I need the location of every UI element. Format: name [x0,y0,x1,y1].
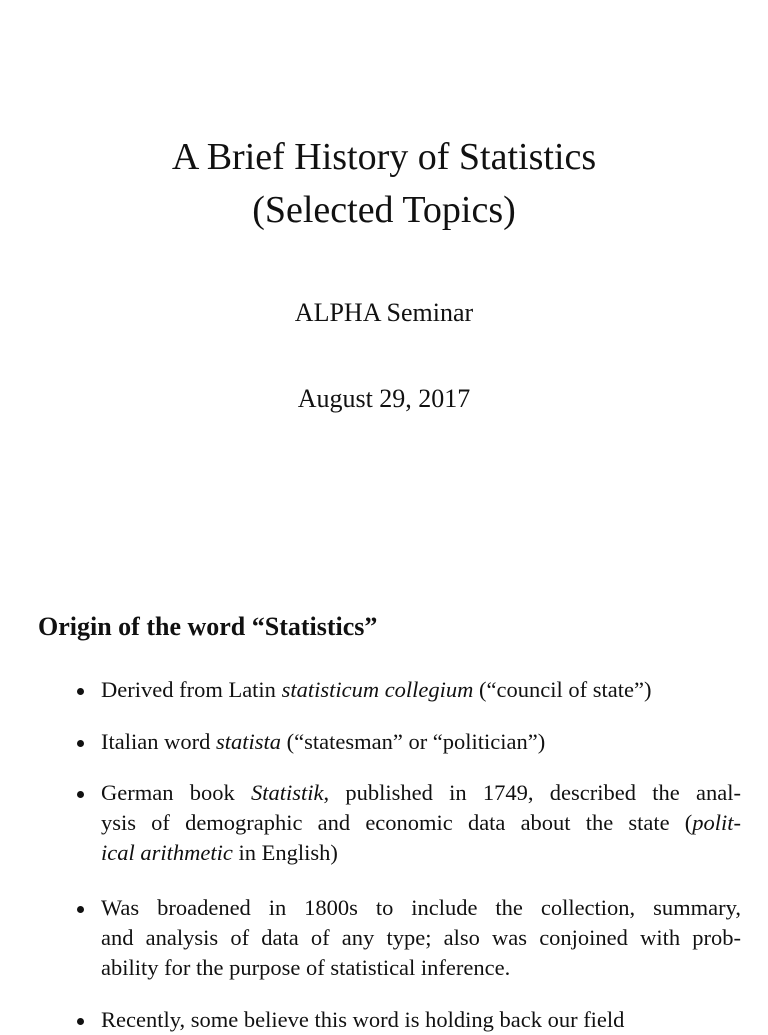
bullet-line: German book Statistik, published in 1749… [101,778,741,808]
bullet-item: Recently, some believe this word is hold… [77,1005,741,1035]
text: (“council of state”) [473,677,652,702]
title-line-2: (Selected Topics) [252,189,516,231]
title-line-1: A Brief History of Statistics [171,136,597,178]
italic-text: polit- [692,810,741,835]
bullet-item: German book Statistik, published in 1749… [77,778,741,868]
italic-text: statisticum collegium [281,677,474,702]
text: Derived from Latin [101,677,282,702]
bullet-icon [77,906,84,913]
text: Italian word [101,729,216,754]
bullet-line: ability for the purpose of statistical i… [101,953,741,983]
bullet-icon [77,740,84,747]
author: ALPHA Seminar [294,298,474,327]
bullet-line: ysis of demographic and economic data ab… [101,808,741,838]
text: , published in 1749, described the anal- [323,780,742,805]
bullet-icon [77,1018,84,1025]
text: (“statesman” or “politician”) [281,729,546,754]
section-heading: Origin of the word “Statistics” [38,612,378,641]
bullet-icon [77,688,84,695]
text: in English) [232,840,338,865]
italic-text: ical arithmetic [101,840,233,865]
text: Recently, some believe this word is hold… [101,1007,625,1032]
italic-text: Statistik [251,780,324,805]
text: ysis of demographic and economic data ab… [101,810,693,835]
text: German book [101,780,251,805]
bullet-line: Derived from Latin statisticum collegium… [101,675,741,705]
bullet-line: Italian word statista (“statesman” or “p… [101,727,741,757]
bullet-item: Derived from Latin statisticum collegium… [77,675,741,705]
bullet-line: Recently, some believe this word is hold… [101,1005,741,1035]
bullet-line: and analysis of data of any type; also w… [101,923,741,953]
text: Was broadened in 1800s to include the co… [101,895,741,920]
bullet-icon [77,791,84,798]
bullet-line: ical arithmetic in English) [101,838,741,868]
bullet-item: Was broadened in 1800s to include the co… [77,893,741,983]
italic-text: statista [215,729,281,754]
text: and analysis of data of any type; also w… [101,925,741,950]
bullet-line: Was broadened in 1800s to include the co… [101,893,741,923]
text: ability for the purpose of statistical i… [101,955,511,980]
date: August 29, 2017 [297,384,471,413]
bullet-item: Italian word statista (“statesman” or “p… [77,727,741,757]
